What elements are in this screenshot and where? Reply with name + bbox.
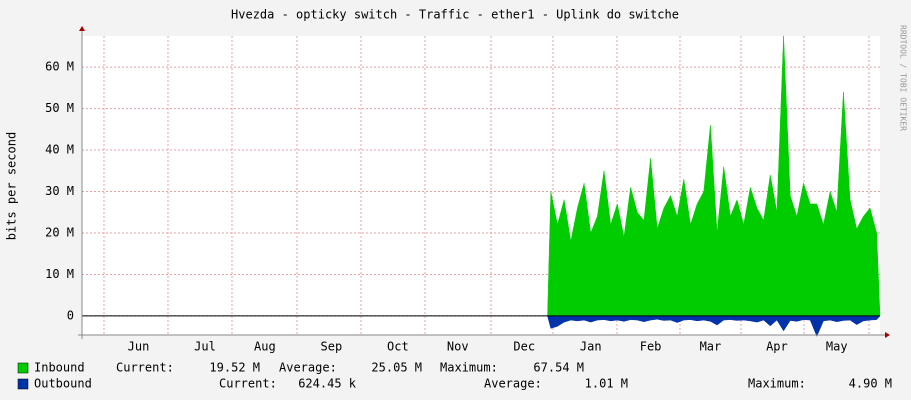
legend-swatch: [17, 378, 29, 390]
legend-label: Outbound: [34, 377, 92, 391]
chart-title: Hvezda - opticky switch - Traffic - ethe…: [231, 8, 679, 22]
x-tick-label: Nov: [447, 340, 469, 354]
axis-arrow: [79, 26, 85, 31]
area: [547, 35, 881, 317]
y-tick-label: 30 M: [45, 184, 74, 198]
legend-stat-label: Average:: [279, 361, 337, 375]
legend-label: Inbound: [34, 361, 85, 375]
x-tick-label: Jun: [128, 340, 150, 354]
x-tick-label: Jan: [580, 340, 602, 354]
y-tick-label: 40 M: [45, 143, 74, 157]
legend-stat-label: Current:: [219, 377, 277, 391]
x-tick-label: Feb: [640, 340, 662, 354]
legend-stat-value: 19.52 M: [209, 361, 260, 375]
y-axis-label: bits per second: [5, 132, 19, 240]
y-tick-label: 50 M: [45, 101, 74, 115]
y-tick-label: 60 M: [45, 60, 74, 74]
x-tick-label: Dec: [513, 340, 535, 354]
y-tick-label: 10 M: [45, 267, 74, 281]
legend-stat-label: Current:: [116, 361, 174, 375]
x-tick-label: May: [826, 340, 848, 354]
area: [547, 315, 881, 337]
legend-stat-value: 1.01 M: [585, 377, 628, 391]
x-tick-label: Mar: [700, 340, 722, 354]
legend-stat-label: Maximum:: [440, 361, 498, 375]
legend-swatch: [17, 362, 29, 374]
x-tick-label: Aug: [254, 340, 276, 354]
x-tick-label: Apr: [766, 340, 788, 354]
axis-arrow: [885, 332, 890, 338]
x-tick-label: Jul: [194, 340, 216, 354]
x-tick-label: Oct: [387, 340, 409, 354]
legend-stat-value: 67.54 M: [533, 361, 584, 375]
legend-stat-value: 25.05 M: [371, 361, 422, 375]
legend-stat-label: Maximum:: [748, 377, 806, 391]
legend-stat-value: 4.90 M: [849, 377, 892, 391]
legend-stat-label: Average:: [484, 377, 542, 391]
y-tick-label: 0: [67, 308, 74, 322]
legend-stat-value: 624.45 k: [298, 377, 357, 391]
x-tick-label: Sep: [321, 340, 343, 354]
watermark: RRDTOOL / TOBI OETIKER: [899, 25, 908, 131]
y-tick-label: 20 M: [45, 225, 74, 239]
